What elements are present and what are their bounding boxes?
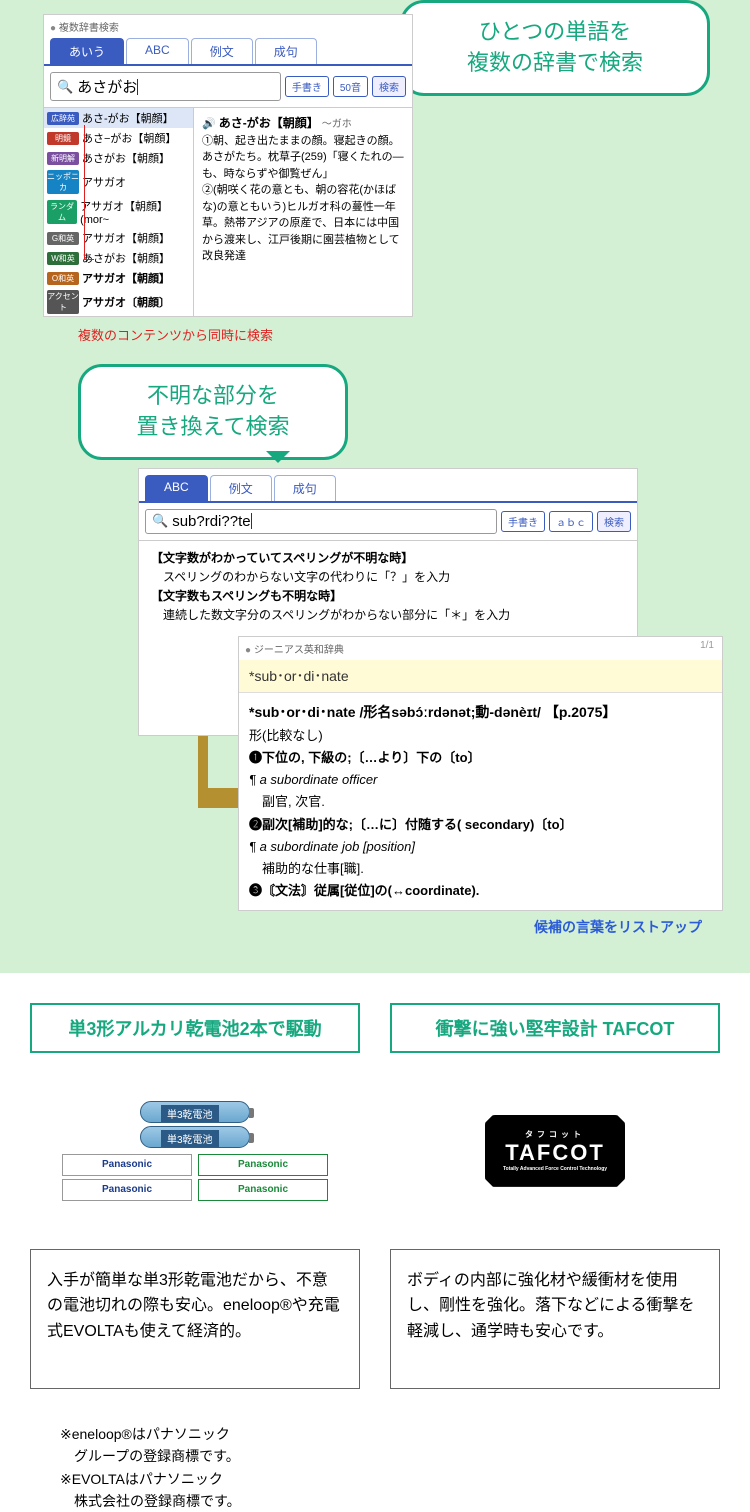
callout-line: 置き換えて検索 [109,412,317,443]
entry-body: *sub･or･di･nate /形名səbɔ́ːrdənət;動-dənèɪt… [239,693,722,910]
search-button[interactable]: 検索 [597,511,631,532]
dict-tag: ランダム [47,200,77,224]
tab-abc[interactable]: ABC [145,475,208,501]
dict-tag: 明鏡 [47,132,79,145]
blue-caption: 候補の言葉をリストアップ [8,917,702,937]
search-icon: 🔍 [152,513,168,529]
tafcot-logo: タフコット TAFCOT Totally Advanced Force Cont… [390,1071,720,1231]
footnote: ※eneloop®はパナソニック グループの登録商標です。 ※EVOLTAはパナ… [0,1409,750,1512]
result-list: 広辞苑あさ-がお【朝顔】 明鏡あさ−がお【朝顔】 新明解あさがお【朝顔】 ニッポ… [44,108,194,316]
page-indicator: 1/1 [692,637,722,654]
dict-tag: O和英 [47,272,79,285]
list-item[interactable]: あさがお【朝顔】 [82,250,170,266]
tab-examples[interactable]: 例文 [191,38,253,64]
dict-tag: G和英 [47,232,79,245]
definition-text: ①朝、起き出たままの顔。寝起きの顔。あさがたち。枕草子(259)「寝くたれの―も… [202,133,404,183]
callout-wildcard: 不明な部分を 置き換えて検索 [78,364,348,460]
search-icon: 🔍 [57,79,73,95]
list-item[interactable]: あさ−がお【朝顔】 [82,130,176,146]
definition-pane: 🔊あさ-がお【朝顔】 ～ガホ ①朝、起き出たままの顔。寝起きの顔。あさがたち。枕… [194,108,412,316]
feature-title: 単3形アルカリ乾電池2本で駆動 [30,1003,360,1053]
headword: あさ-がお【朝顔】 [219,116,319,130]
search-query: あさがお [77,76,137,97]
definition-text: ②(朝咲く花の意とも、朝の容花(かほばな)の意ともいう)ヒルガオ科の蔓性一年草。… [202,182,404,265]
tab-abc[interactable]: ABC [126,38,189,64]
search-query: sub?rdi??te [172,513,250,530]
panel-title: 複数辞書検索 [44,15,412,38]
tab-idioms[interactable]: 成句 [274,475,336,501]
handwrite-button[interactable]: 手書き [285,76,329,97]
dict-tag: 広辞苑 [47,112,79,125]
list-item[interactable]: アサガオ【朝顔】 [82,230,170,246]
dict-tag: アクセント [47,290,79,314]
entry-headword: *sub･or･di･nate [239,660,722,693]
list-item[interactable]: アサガオ【朝顔】 [82,270,170,286]
abc-button[interactable]: ａｂｃ [549,511,593,532]
callout-multi-dict: ひとつの単語を 複数の辞書で検索 [400,0,710,96]
tab-examples[interactable]: 例文 [210,475,272,501]
dict-tag: W和英 [47,252,79,265]
feature-battery: 単3形アルカリ乾電池2本で駆動 単3乾電池 単3乾電池 Panasonic Pa… [30,1003,360,1389]
red-caption: 複数のコンテンツから同時に検索 [78,325,742,344]
battery-illustration: 単3乾電池 単3乾電池 Panasonic Panasonic Panasoni… [30,1071,360,1231]
highlight-bracket [84,125,94,260]
feature-tafcot: 衝撃に強い堅牢設計 TAFCOT タフコット TAFCOT Totally Ad… [390,1003,720,1389]
callout-line: ひとつの単語を [431,17,679,48]
search-button[interactable]: 検索 [372,76,406,97]
dict-panel-result: 1/1 ジーニアス英和辞典 *sub･or･di･nate *sub･or･di… [238,636,723,911]
dict-tag: 新明解 [47,152,79,165]
list-item[interactable]: アサガオ【朝顔】(mor~ [80,198,190,226]
speaker-icon[interactable]: 🔊 [202,118,216,130]
feature-title: 衝撃に強い堅牢設計 TAFCOT [390,1003,720,1053]
panel-title: ジーニアス英和辞典 [239,637,722,660]
feature-description: ボディの内部に強化材や緩衝材を使用し、剛性を強化。落下などによる衝撃を軽減し、通… [390,1249,720,1389]
dict-panel-multi: 複数辞書検索 あいう ABC 例文 成句 🔍 あさがお 手書き 50音 検索 広… [43,14,413,317]
list-item[interactable]: アサガオ〔朝顔〕 [82,294,170,310]
handwrite-button[interactable]: 手書き [501,511,545,532]
callout-line: 複数の辞書で検索 [431,48,679,79]
search-input[interactable]: 🔍 sub?rdi??te [145,509,497,534]
tab-idioms[interactable]: 成句 [255,38,317,64]
feature-description: 入手が簡単な単3形乾電池だから、不意の電池切れの際も安心。eneloop®や充電… [30,1249,360,1389]
gojuon-button[interactable]: 50音 [333,76,368,97]
callout-line: 不明な部分を [109,381,317,412]
tab-kana[interactable]: あいう [50,38,124,64]
list-item[interactable]: あさがお【朝顔】 [82,150,170,166]
search-input[interactable]: 🔍 あさがお [50,72,281,101]
list-item[interactable]: あさ-がお【朝顔】 [82,110,174,126]
dict-tag: ニッポニカ [47,170,79,194]
